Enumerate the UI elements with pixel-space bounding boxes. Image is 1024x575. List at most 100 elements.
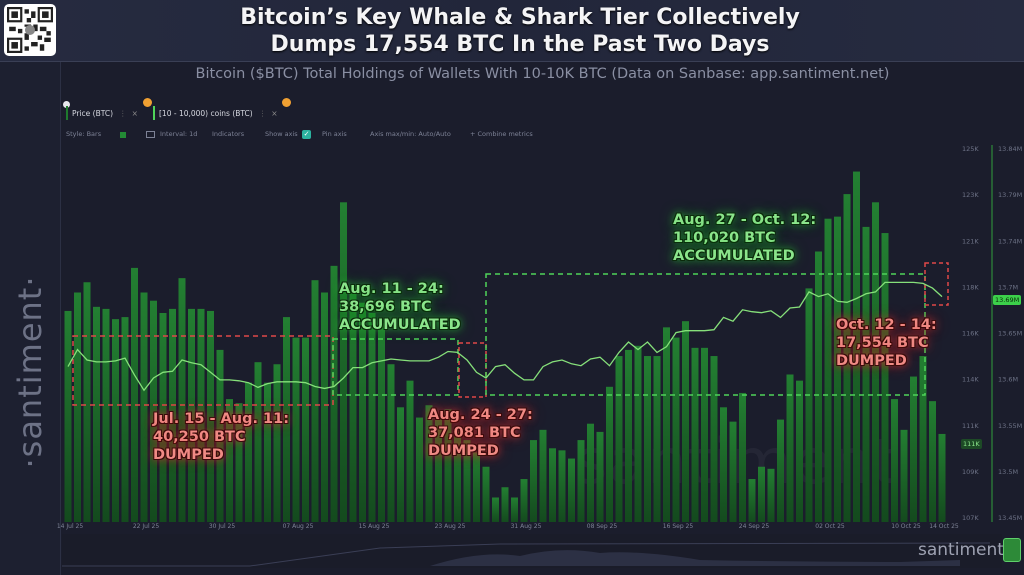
price-axis-ticks: 125K 123K 121K 118K 116K 114K 111K 109K 107K [962,145,979,522]
annotation-amount: 110,020 BTC [673,230,776,246]
annotation-amount: 37,081 BTC [428,425,521,441]
price-bar [216,349,224,522]
style-dropdown[interactable]: Style: Bars [66,130,102,138]
navigator-area [430,550,960,566]
combine-metrics-button[interactable]: + Combine metrics [470,130,533,138]
price-bar [520,479,528,522]
price-bar [919,356,927,522]
price-bar [273,364,281,522]
more-icon[interactable]: ⋮ [258,108,267,118]
close-icon[interactable]: × [131,108,138,118]
price-bar [938,433,946,522]
price-tick-label: 109K [962,468,979,476]
price-bar [777,419,784,522]
price-bar [511,497,518,522]
price-bar [330,265,338,522]
price-bar [891,399,898,522]
axis-maxmin-dropdown[interactable]: Axis max/min: Auto/Auto [370,130,451,138]
pin-axis-toggle[interactable]: Pin axis [322,130,347,138]
holdings-line [67,281,943,392]
price-current-badge: 111K [961,439,982,449]
navigator-handle[interactable] [1003,538,1021,562]
price-bar [881,233,889,523]
price-bar [767,468,775,522]
price-bar [843,194,851,522]
price-bar [226,399,233,522]
annotation-aug24-27: Aug. 24 - 27: 37,081 BTC DUMPED [428,406,533,460]
holdings-axis-ticks: 13.84M 13.79M 13.74M 13.7M 13.65M 13.6M 13.55M… [998,145,1022,522]
x-tick-label: 16 Sep 25 [663,523,694,530]
alert-dot-icon [282,98,291,107]
annotation-amount: 40,250 BTC [153,429,246,445]
price-tick-label: 114K [962,376,979,384]
holdings-tick-label: 13.74M [998,237,1022,245]
price-bar [131,267,138,522]
close-icon[interactable]: × [271,108,278,118]
price-bar [596,431,604,522]
price-bar [416,417,423,522]
annotation-amount: 17,554 BTC [836,335,929,351]
color-picker[interactable] [120,132,126,138]
price-bar [302,337,309,522]
interval-dropdown[interactable]: Interval: 1d [160,130,198,138]
annotation-box-dump-2 [458,342,487,398]
price-bar [900,429,908,522]
holdings-tick-label: 13.6M [998,376,1018,384]
annotation-period: Jul. 15 - Aug. 11: [153,411,289,427]
price-bar [615,356,623,522]
x-tick-label: 02 Oct 25 [815,523,845,530]
indicators-dropdown[interactable]: Indicators [212,130,245,138]
price-bar [207,310,214,522]
price-bar [321,292,328,522]
annotation-period: Aug. 24 - 27: [428,407,533,423]
price-bar [824,218,832,522]
x-tick-label: 14 Jul 25 [57,523,84,530]
price-tick-label: 121K [962,237,979,245]
price-bar [577,440,585,522]
price-bar [568,458,575,522]
legend-label: Price (BTC) [72,108,114,118]
holdings-tick-label: 13.7M [998,283,1018,291]
more-icon[interactable]: ⋮ [119,108,127,118]
x-tick-label: 24 Sep 25 [739,523,770,530]
annotation-action: ACCUMULATED [339,317,461,333]
title-line-2: Dumps 17,554 BTC In the Past Two Days [270,32,770,57]
show-axis-checkbox[interactable]: ✓ [302,130,311,139]
price-bar [245,382,252,522]
holdings-tick-label: 13.45M [998,514,1022,522]
price-bar [254,362,262,522]
annotation-action: DUMPED [428,443,499,459]
holdings-current-badge: 13.69M [993,295,1022,305]
price-bar [387,364,395,522]
price-bars [64,171,946,523]
x-tick-label: 14 Oct 25 [929,523,959,530]
alert-dot-icon [143,98,152,107]
annotation-aug11-24: Aug. 11 - 24: 38,696 BTC ACCUMULATED [339,280,461,334]
show-axis-label: Show axis [265,130,298,138]
x-tick-label: 30 Jul 25 [209,523,236,530]
navigator[interactable] [62,534,1002,568]
annotation-action: DUMPED [836,353,907,369]
annotation-box-accumulate-1 [332,338,459,396]
price-bar [444,409,452,522]
price-bar [150,300,157,522]
price-bar [862,226,870,522]
price-bar [83,282,91,522]
series-color-marker [66,106,68,120]
price-bar [349,288,357,522]
price-bar [425,405,433,522]
price-bar [634,345,642,522]
price-bar [74,292,81,522]
legend-tab-holdings[interactable]: [10 - 10,000) coins (BTC) ⋮ × [153,104,283,122]
title-line-1: Bitcoin’s Key Whale & Shark Tier Collect… [240,5,800,30]
price-bar [264,382,271,522]
legend-tab-price[interactable]: Price (BTC) ⋮ × [66,104,144,122]
price-bar [872,202,879,523]
annotation-box-dump-1 [72,335,334,406]
holdings-tick-label: 13.5M [998,468,1018,476]
price-bar [140,292,148,522]
annotation-amount: 38,696 BTC [339,299,432,315]
santiment-logo: santiment· [918,540,1010,560]
price-bar [815,251,822,522]
